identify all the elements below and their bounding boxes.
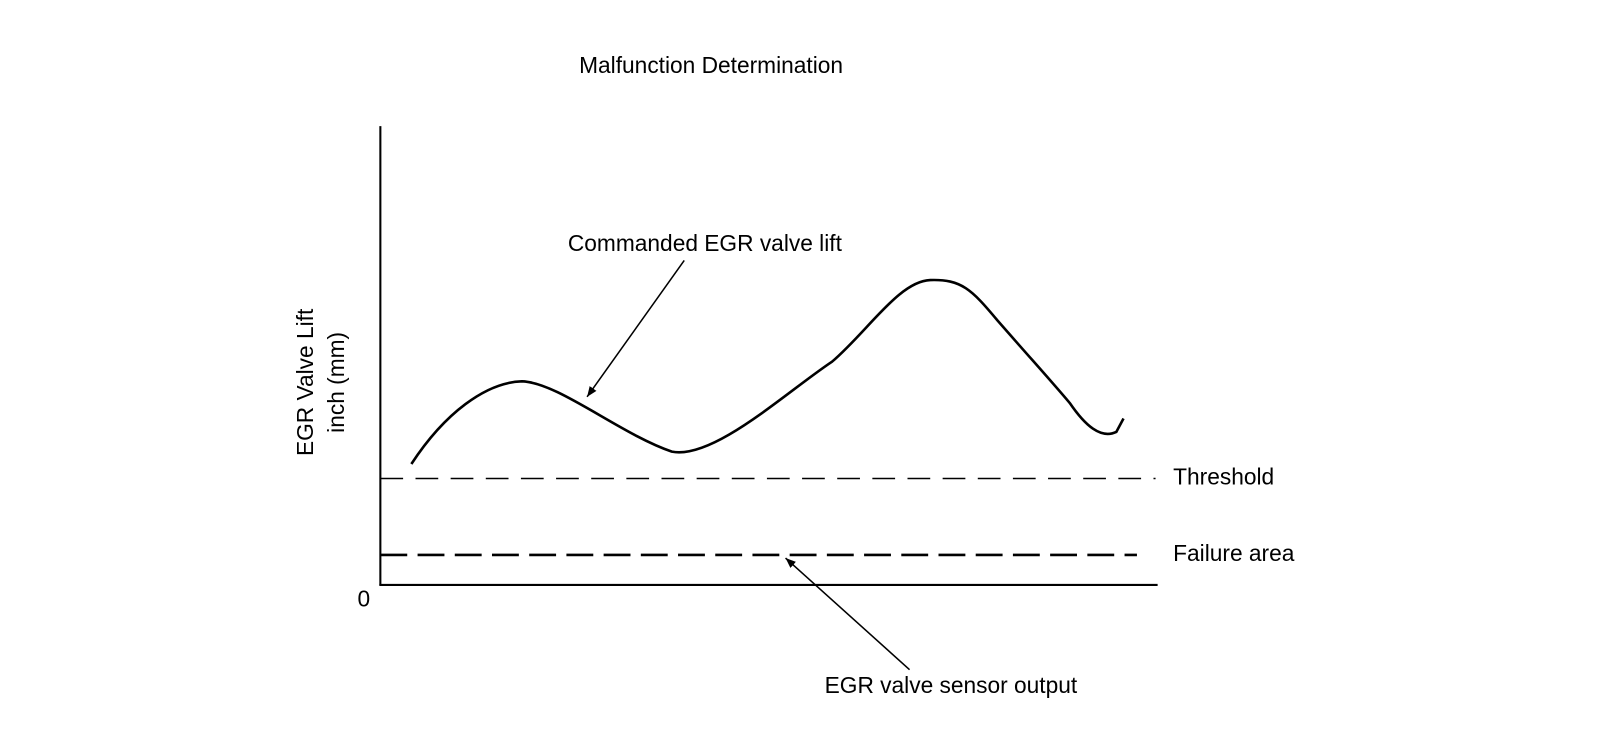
commanded-arrow (586, 259, 685, 398)
sensor-arrow (785, 557, 911, 671)
commanded-curve (410, 278, 1125, 465)
commanded-label: Commanded EGR valve lift (568, 230, 843, 256)
failure-label: Failure area (1173, 540, 1295, 566)
y-axis-label: EGR Valve Lift (292, 308, 318, 456)
threshold-label: Threshold (1173, 463, 1274, 489)
title: Malfunction Determination (579, 52, 843, 78)
sensor-label: EGR valve sensor output (825, 672, 1078, 698)
y-axis-unit: inch (mm) (323, 332, 349, 433)
origin-label: 0 (358, 585, 371, 611)
